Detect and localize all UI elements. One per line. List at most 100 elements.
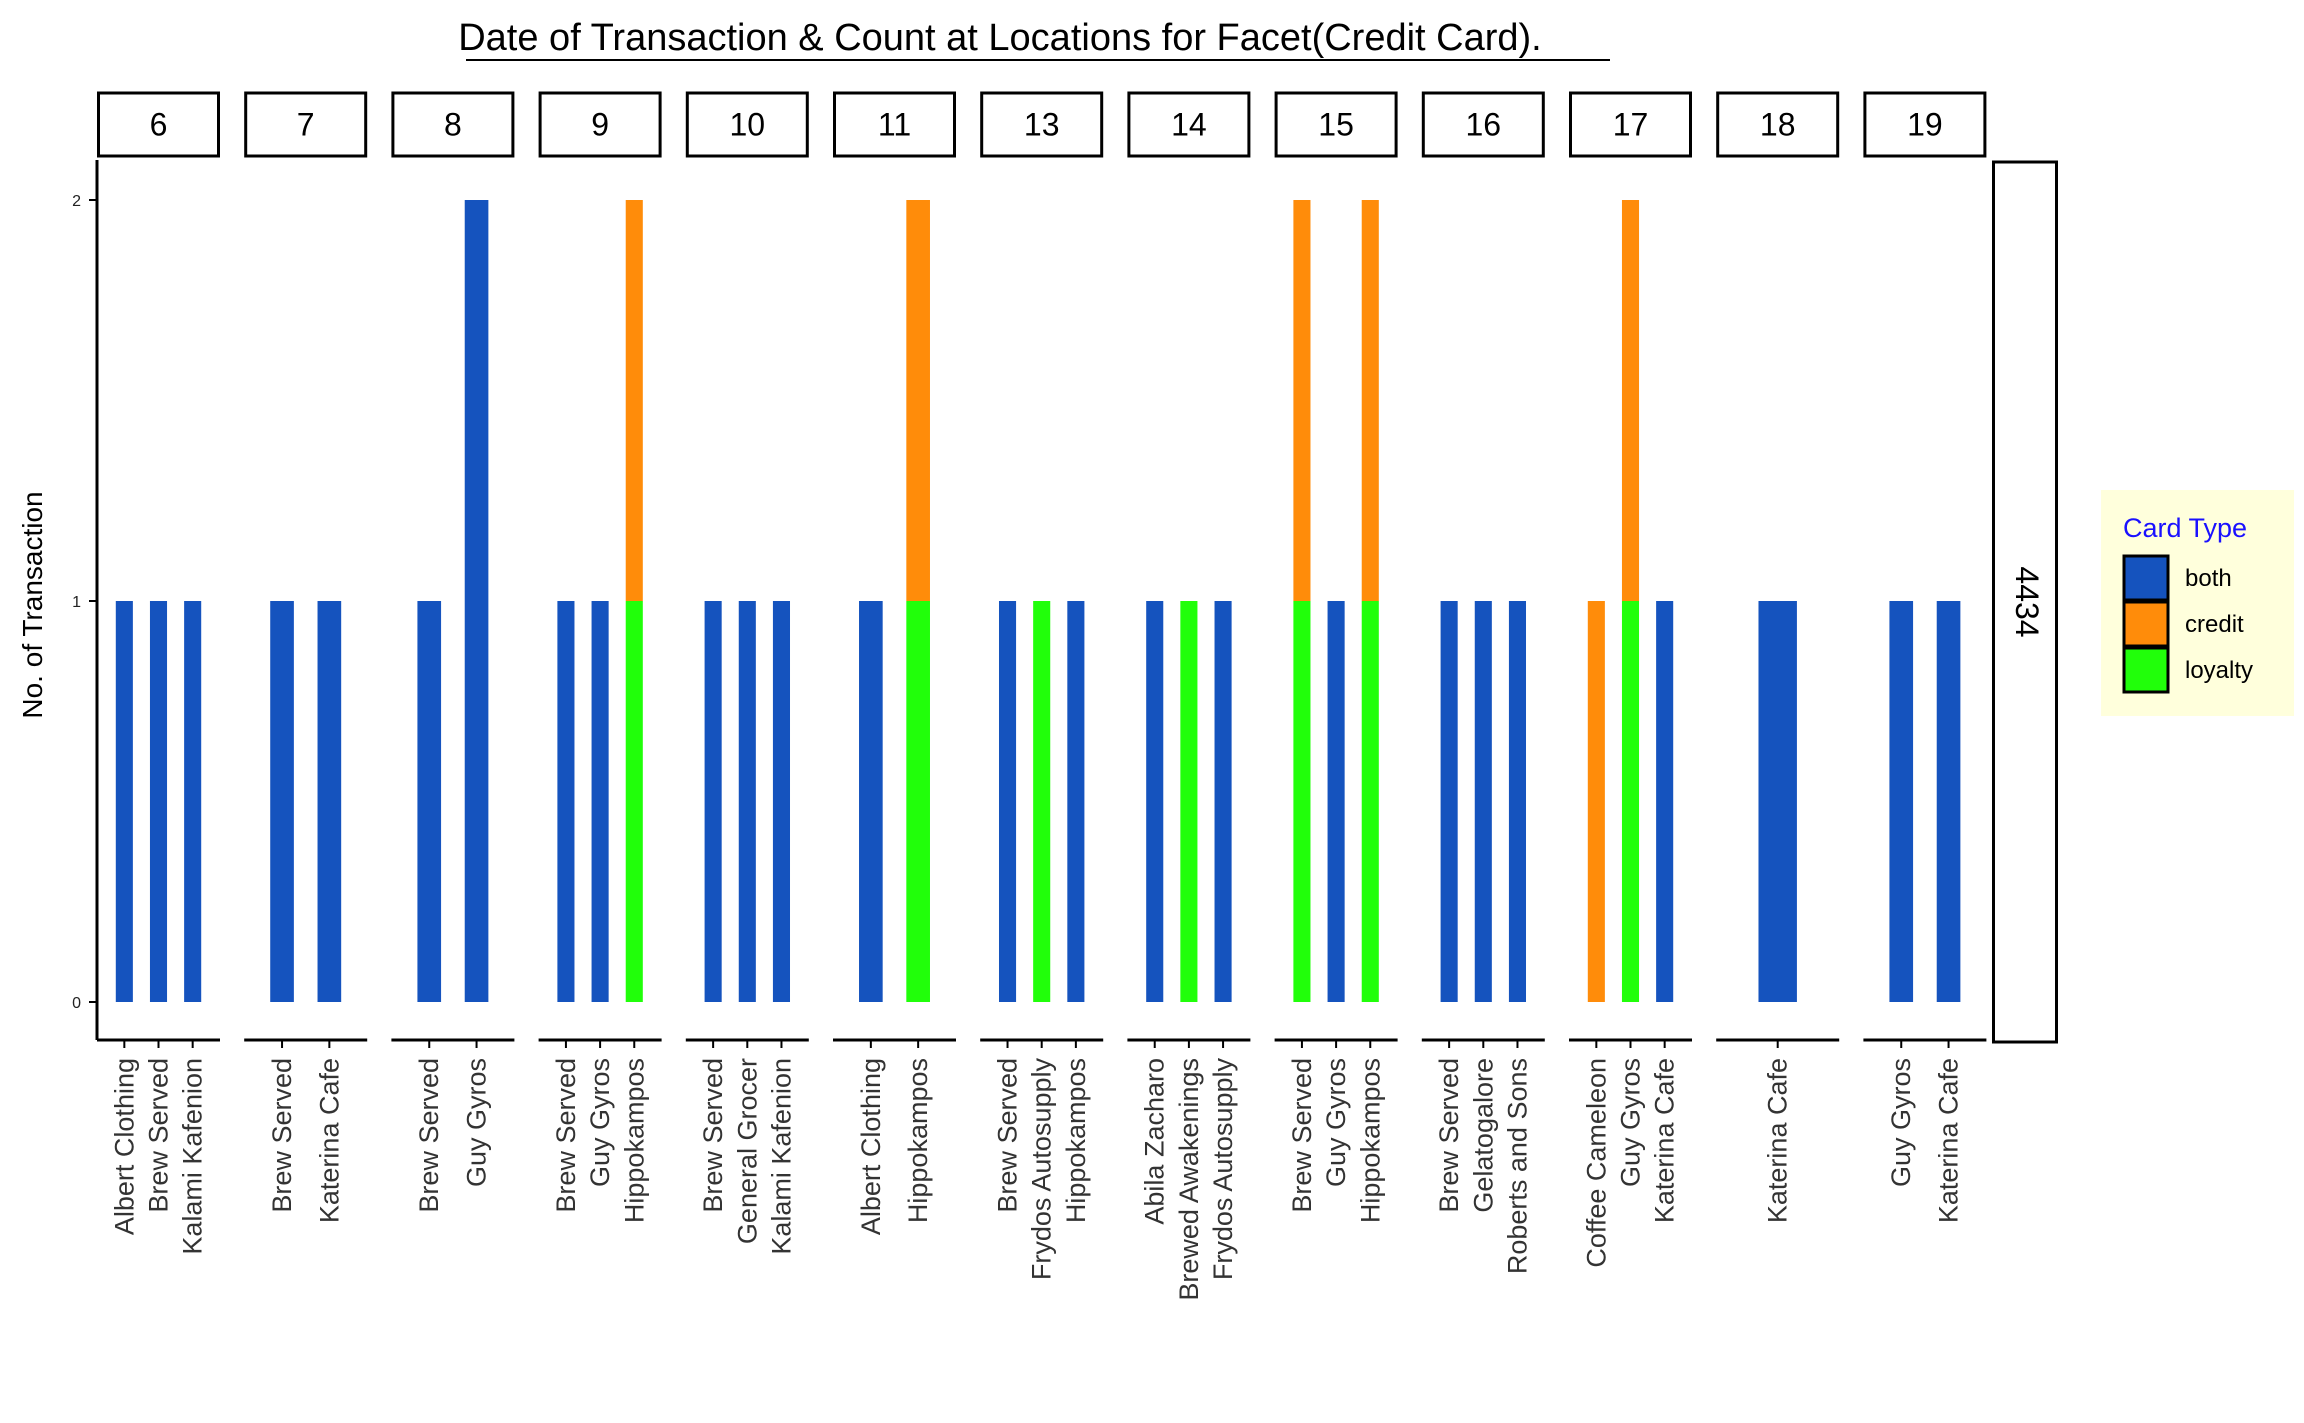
bar-both [149, 601, 168, 1002]
legend-label-both: both [2185, 565, 2232, 592]
facet-strip-label: 15 [1318, 107, 1354, 143]
x-tick-label: Guy Gyros [462, 1058, 492, 1187]
facet-panel-14: 14 Abila Zacharo Brewed Awakenings Frydos A… [1127, 91, 1251, 1301]
facet-panel-6: 6 Albert Clothing Brew Served Kalami Kafeni… [97, 91, 220, 1255]
facet-strip-label: 17 [1613, 107, 1649, 143]
row-strip-box [1992, 160, 2058, 1044]
bar-both [738, 601, 756, 1002]
bar-loyalty [1180, 601, 1198, 1002]
row-facet-strip: 4434 [1992, 160, 2058, 1044]
bar-both [1067, 601, 1085, 1002]
x-tick-label: Coffee Cameleon [1581, 1058, 1611, 1268]
legend-key-loyalty [2122, 646, 2170, 694]
x-tick-label: Gelatogalore [1468, 1058, 1498, 1213]
bar-both [317, 601, 342, 1002]
y-tick-label: 0 [72, 995, 81, 1012]
chart-title: Date of Transaction & Count at Locations… [458, 17, 1542, 59]
x-tick-label: Brew Served [551, 1058, 581, 1213]
bar-both [1327, 601, 1345, 1002]
x-tick-label: Brew Served [144, 1058, 174, 1213]
facet-strip [391, 91, 515, 158]
facet-panel-11: 11 Albert Clothing Hippokampos [833, 91, 956, 1235]
facet-strip-label: 14 [1171, 107, 1207, 143]
x-tick-label: Frydos Autosupply [1208, 1058, 1238, 1281]
x-tick-label: Katerina Cafe [1763, 1058, 1793, 1223]
y-axis: 0 1 2 [72, 160, 99, 1040]
facet-strip-label: 18 [1760, 107, 1796, 143]
y-tick-label: 1 [72, 594, 81, 611]
facet-strip-label: 13 [1024, 107, 1060, 143]
bar-loyalty [1033, 601, 1051, 1002]
x-tick-label: Hippokampos [1061, 1058, 1091, 1223]
bar-credit [1621, 200, 1640, 601]
legend-key-both [2122, 554, 2170, 602]
facet-strip-label: 11 [878, 107, 911, 143]
x-tick-label: Katerina Cafe [1934, 1058, 1964, 1223]
facet-panel-7: 7 Brew Served Katerina Cafe [244, 91, 368, 1223]
bar-loyalty [1361, 601, 1379, 1002]
facet-strip-label: 8 [444, 107, 462, 143]
x-tick-label: Abila Zacharo [1140, 1058, 1170, 1225]
legend: Card Type both credit loyalty [2101, 490, 2294, 716]
x-tick-label: Guy Gyros [1616, 1058, 1646, 1187]
bar-credit [625, 200, 643, 601]
bar-loyalty [625, 601, 643, 1002]
bar-both [1508, 601, 1527, 1002]
facet-strip-label: 16 [1466, 107, 1502, 143]
bar-both [270, 601, 294, 1002]
facet-strip [1127, 91, 1251, 158]
bar-both [591, 601, 609, 1002]
facet-strip-label: 9 [591, 107, 609, 143]
facet-panel-9: 9 Brew Served Guy Gyros Hippokampos [538, 91, 662, 1223]
x-tick-label: Kalami Kafenion [178, 1058, 208, 1255]
facet-strip [1421, 91, 1545, 158]
bar-both [417, 601, 442, 1002]
x-tick-label: Guy Gyros [1886, 1058, 1916, 1187]
legend-label-credit: credit [2185, 611, 2244, 638]
bar-both [1936, 601, 1961, 1002]
facet-strip [980, 91, 1104, 158]
legend-key-credit [2122, 600, 2170, 648]
x-tick-label: Hippokampos [619, 1058, 649, 1223]
facet-panel-19: 19 Guy Gyros Katerina Cafe [1863, 91, 1987, 1223]
x-tick-label: Albert Clothing [856, 1058, 886, 1235]
x-tick-label: Katerina Cafe [1650, 1058, 1680, 1223]
x-tick-label: Roberts and Sons [1502, 1058, 1532, 1274]
bar-credit [1293, 200, 1311, 601]
bar-both [1758, 601, 1797, 1002]
y-axis-title: No. of Transaction [17, 491, 48, 718]
facet-panel-8: 8 Brew Served Guy Gyros [391, 91, 515, 1213]
bar-credit [1361, 200, 1379, 601]
facet-panel-10: 10 Brew Served General Grocer Kalami Kafeni… [685, 91, 809, 1255]
facet-strip [685, 91, 809, 158]
x-tick-label: Frydos Autosupply [1027, 1058, 1057, 1281]
x-tick-label: Brew Served [414, 1058, 444, 1213]
bar-both [1146, 601, 1164, 1002]
facet-panel-15: 15 Brew Served Guy Gyros Hippokampos [1274, 91, 1398, 1223]
facet-strip [1274, 91, 1398, 158]
bar-both [998, 601, 1017, 1002]
x-tick-label: Brew Served [267, 1058, 297, 1213]
x-tick-label: Brew Served [993, 1058, 1023, 1213]
facet-panel-16: 16 Brew Served Gelatogalore Roberts and Son… [1421, 91, 1545, 1274]
facet-strip [97, 91, 220, 158]
x-tick-label: Brewed Awakenings [1174, 1058, 1204, 1301]
x-tick-label: Katerina Cafe [314, 1058, 344, 1223]
x-tick-label: Hippokampos [1355, 1058, 1385, 1223]
bar-both [1656, 601, 1674, 1002]
bar-both [557, 601, 575, 1002]
x-tick-label: Kalami Kafenion [766, 1058, 796, 1255]
bar-both [704, 601, 722, 1002]
bar-loyalty [906, 601, 930, 1002]
facet-panel-13: 13 Brew Served Frydos Autosupply Hippokampo… [980, 91, 1104, 1281]
bar-credit [1587, 601, 1605, 1002]
facet-strip-label: 10 [730, 107, 766, 143]
legend-label-loyalty: loyalty [2185, 657, 2253, 684]
bar-both [1440, 601, 1458, 1002]
x-tick-label: General Grocer [732, 1058, 762, 1244]
facet-strip [833, 91, 956, 158]
facet-strip [244, 91, 368, 158]
facet-panel-18: 18 Katerina Cafe [1716, 91, 1840, 1223]
